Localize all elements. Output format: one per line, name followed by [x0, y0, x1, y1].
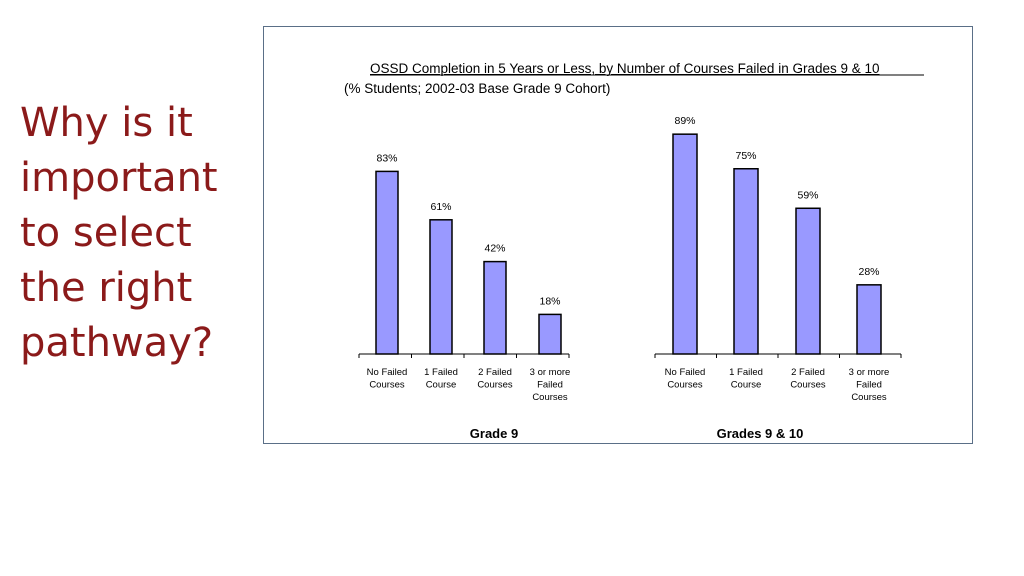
chart-title: OSSD Completion in 5 Years or Less, by N… — [370, 61, 880, 76]
category-label-line: Courses — [532, 392, 568, 403]
bar-value-label: 42% — [484, 243, 505, 255]
bar-value-label: 61% — [430, 201, 451, 213]
category-label: No Failed Courses — [367, 367, 408, 391]
slide-title-line-2: important — [20, 155, 218, 201]
category-label-line: Courses — [369, 380, 405, 391]
category-label-line: 3 or more — [530, 367, 571, 378]
chart-bar — [375, 170, 399, 355]
chart-bar — [672, 133, 698, 355]
panel-2-xlabel: Grades 9 & 10 — [717, 426, 804, 441]
chart-bar — [795, 207, 821, 355]
panel-1-xlabel: Grade 9 — [470, 426, 518, 441]
slide-title-line-1: Why is it — [20, 100, 193, 146]
category-label: 1 Failed Course — [729, 367, 763, 391]
category-label-line: 1 Failed — [424, 367, 458, 378]
slide-title: Why is it important to select the right … — [20, 96, 250, 371]
chart-frame: OSSD Completion in 5 Years or Less, by N… — [263, 26, 973, 444]
chart-bar — [856, 284, 882, 355]
chart-bar — [483, 260, 507, 355]
category-label-line: No Failed — [367, 367, 408, 378]
bar-value-label: 75% — [735, 150, 756, 162]
bar-value-label: 89% — [674, 115, 695, 127]
category-label: No Failed Courses — [665, 367, 706, 391]
chart-bar — [538, 313, 562, 355]
bar-value-label: 18% — [539, 295, 560, 307]
category-label: 3 or more Failed Courses — [530, 367, 571, 403]
bar-value-label: 28% — [858, 266, 879, 278]
chart-svg: OSSD Completion in 5 Years or Less, by N… — [344, 61, 924, 441]
category-label-line: No Failed — [665, 367, 706, 378]
category-label-line: Course — [426, 380, 457, 391]
category-label: 2 Failed Courses — [477, 367, 513, 391]
category-label: 3 or more Failed Courses — [849, 367, 890, 403]
category-label-line: 1 Failed — [729, 367, 763, 378]
category-label-line: 2 Failed — [478, 367, 512, 378]
slide-title-line-5: pathway? — [20, 320, 214, 366]
category-label-line: Courses — [477, 380, 513, 391]
slide-title-line-4: the right — [20, 265, 193, 311]
chart-bar — [733, 168, 759, 355]
bar-value-label: 59% — [797, 189, 818, 201]
chart-panel-1: 83% No Failed Courses 61% 1 Failed Course 42% 2… — [358, 152, 571, 441]
category-label-line: Courses — [667, 380, 703, 391]
category-label-line: Failed — [856, 380, 882, 391]
category-label: 1 Failed Course — [424, 367, 458, 391]
category-label: 2 Failed Courses — [790, 367, 826, 391]
chart-subtitle: (% Students; 2002-03 Base Grade 9 Cohort… — [344, 81, 610, 96]
category-label-line: 3 or more — [849, 367, 890, 378]
slide-title-line-3: to select — [20, 210, 192, 256]
category-label-line: Failed — [537, 380, 563, 391]
chart-panel-2: 89% No Failed Courses 75% 1 Failed Course 59% 2… — [654, 115, 902, 441]
chart-bar — [429, 219, 453, 355]
bar-value-label: 83% — [376, 152, 397, 164]
category-label-line: Courses — [790, 380, 826, 391]
category-label-line: Course — [731, 380, 762, 391]
category-label-line: Courses — [851, 392, 887, 403]
category-label-line: 2 Failed — [791, 367, 825, 378]
